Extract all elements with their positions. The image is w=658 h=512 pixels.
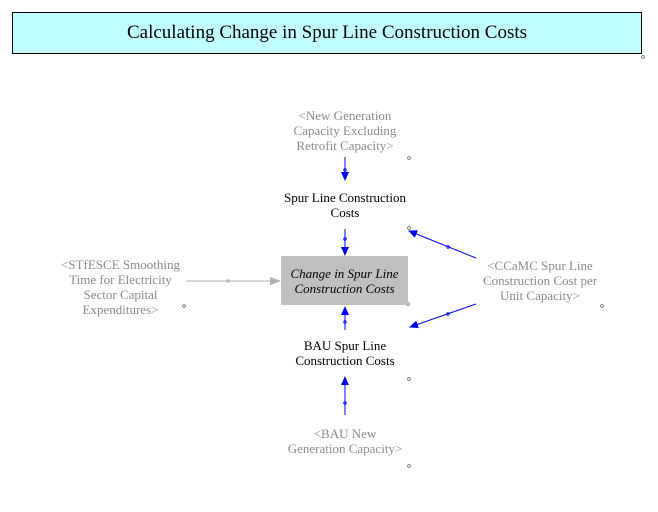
arrow-valve — [343, 320, 347, 324]
arrow-valve — [343, 168, 347, 172]
node-handles — [182, 55, 645, 468]
arrow-valve — [226, 279, 230, 283]
bau-spur-line-construction-costs-variable[interactable]: BAU Spur Line Construction Costs — [295, 338, 395, 368]
page-title: Calculating Change in Spur Line Construc… — [12, 12, 642, 54]
arrow-valve — [446, 245, 450, 249]
arrow-ccamc-to-spurline — [408, 230, 477, 259]
spur-line-construction-costs-variable[interactable]: Spur Line Construction Costs — [283, 190, 407, 220]
arrow-ccamc-to-bauspur — [409, 303, 477, 329]
arrow-valve — [446, 312, 450, 316]
arrow-valve — [343, 401, 347, 405]
change-in-spur-line-construction-costs-variable[interactable]: Change in Spur Line Construction Costs — [281, 256, 408, 305]
arrow-valve — [343, 237, 347, 241]
stfesce-smoothing-time-shadow-variable[interactable]: <STfESCE Smoothing Time for Electricity … — [61, 257, 180, 317]
new-generation-capacity-shadow-variable[interactable]: <New Generation Capacity Excluding Retro… — [293, 108, 397, 153]
ccamc-spur-line-cost-shadow-variable[interactable]: <CCaMC Spur Line Construction Cost per U… — [482, 258, 598, 303]
bau-new-generation-capacity-shadow-variable[interactable]: <BAU New Generation Capacity> — [287, 426, 403, 456]
